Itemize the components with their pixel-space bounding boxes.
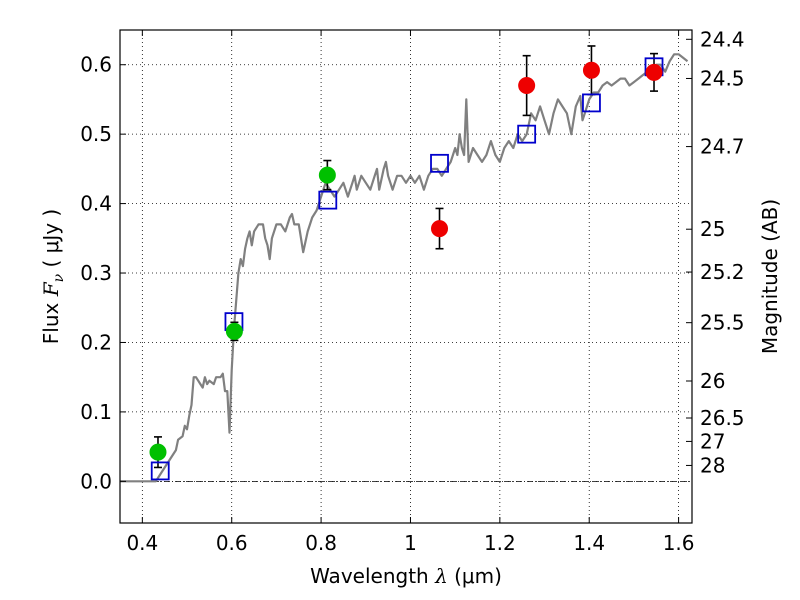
model-spectrum-layer <box>120 53 689 483</box>
observed-flux-point <box>518 77 536 95</box>
tick-layer: 0.4 0.6 0.8 1 1.2 1.4 1.6 0.0 0.1 0.2 0.3 0.4 0.5 0.6… <box>80 27 744 555</box>
y2-tick-label: 26.5 <box>700 406 745 430</box>
x-axis-label-unit: (μm) <box>448 564 502 588</box>
y2-tick-label: 24.7 <box>700 135 745 159</box>
y-tick-label: 0.0 <box>80 469 112 493</box>
x-tick-label: 1 <box>404 531 417 555</box>
x-axis-label-symbol: λ <box>434 564 448 588</box>
y-tick-label: 0.1 <box>80 400 112 424</box>
y2-tick-label: 24.5 <box>700 66 745 90</box>
observed-flux-point <box>149 443 167 461</box>
x-axis-label-prefix: Wavelength <box>310 564 435 588</box>
model-photometry-square <box>150 461 170 481</box>
x-tick-label: 0.6 <box>216 531 248 555</box>
observed-flux-point <box>225 322 243 340</box>
observed-flux-point <box>582 61 600 79</box>
y-tick-label: 0.3 <box>80 261 112 285</box>
marker-layer <box>149 57 664 481</box>
grid <box>120 30 692 523</box>
x-tick-label: 0.4 <box>126 531 158 555</box>
x-tick-label: 1.4 <box>573 531 605 555</box>
y-axis-label-prefix: Flux <box>39 296 63 344</box>
observed-flux-point <box>645 63 663 81</box>
y2-tick-label: 25.2 <box>700 260 745 284</box>
y2-tick-label: 26 <box>700 369 725 393</box>
model-photometry-square <box>517 124 537 144</box>
observed-flux-point <box>431 220 449 238</box>
x-tick-label: 0.8 <box>305 531 337 555</box>
y-tick-label: 0.4 <box>80 192 112 216</box>
y2-tick-label: 25.5 <box>700 311 745 335</box>
y2-tick-label: 27 <box>700 429 725 453</box>
x-axis-label: Wavelength λ (μm) <box>310 564 502 588</box>
x-tick-label: 1.2 <box>484 531 516 555</box>
x-tick-label: 1.6 <box>663 531 695 555</box>
model-photometry-square <box>582 93 601 113</box>
model-photometry-square <box>430 153 449 173</box>
y2-tick-label: 28 <box>700 453 725 477</box>
y-axis-label-subscript: ν <box>51 273 67 282</box>
model-photometry-square <box>318 190 338 210</box>
y-axis-label-unit: ( μJy ) <box>39 209 63 274</box>
y-tick-label: 0.2 <box>80 330 112 354</box>
y-tick-label: 0.5 <box>80 122 112 146</box>
y2-tick-label: 25 <box>700 217 725 241</box>
y-axis-label: Flux Fν ( μJy ) <box>39 209 67 344</box>
model-spectrum-line <box>120 53 689 483</box>
y2-axis-label: Magnitude (AB) <box>758 199 782 354</box>
y-tick-label: 0.6 <box>80 53 112 77</box>
observed-flux-point <box>318 166 336 184</box>
y2-tick-label: 24.4 <box>700 27 745 51</box>
plot-frame <box>119 29 693 524</box>
y-axis-label-symbol: F <box>39 281 63 297</box>
